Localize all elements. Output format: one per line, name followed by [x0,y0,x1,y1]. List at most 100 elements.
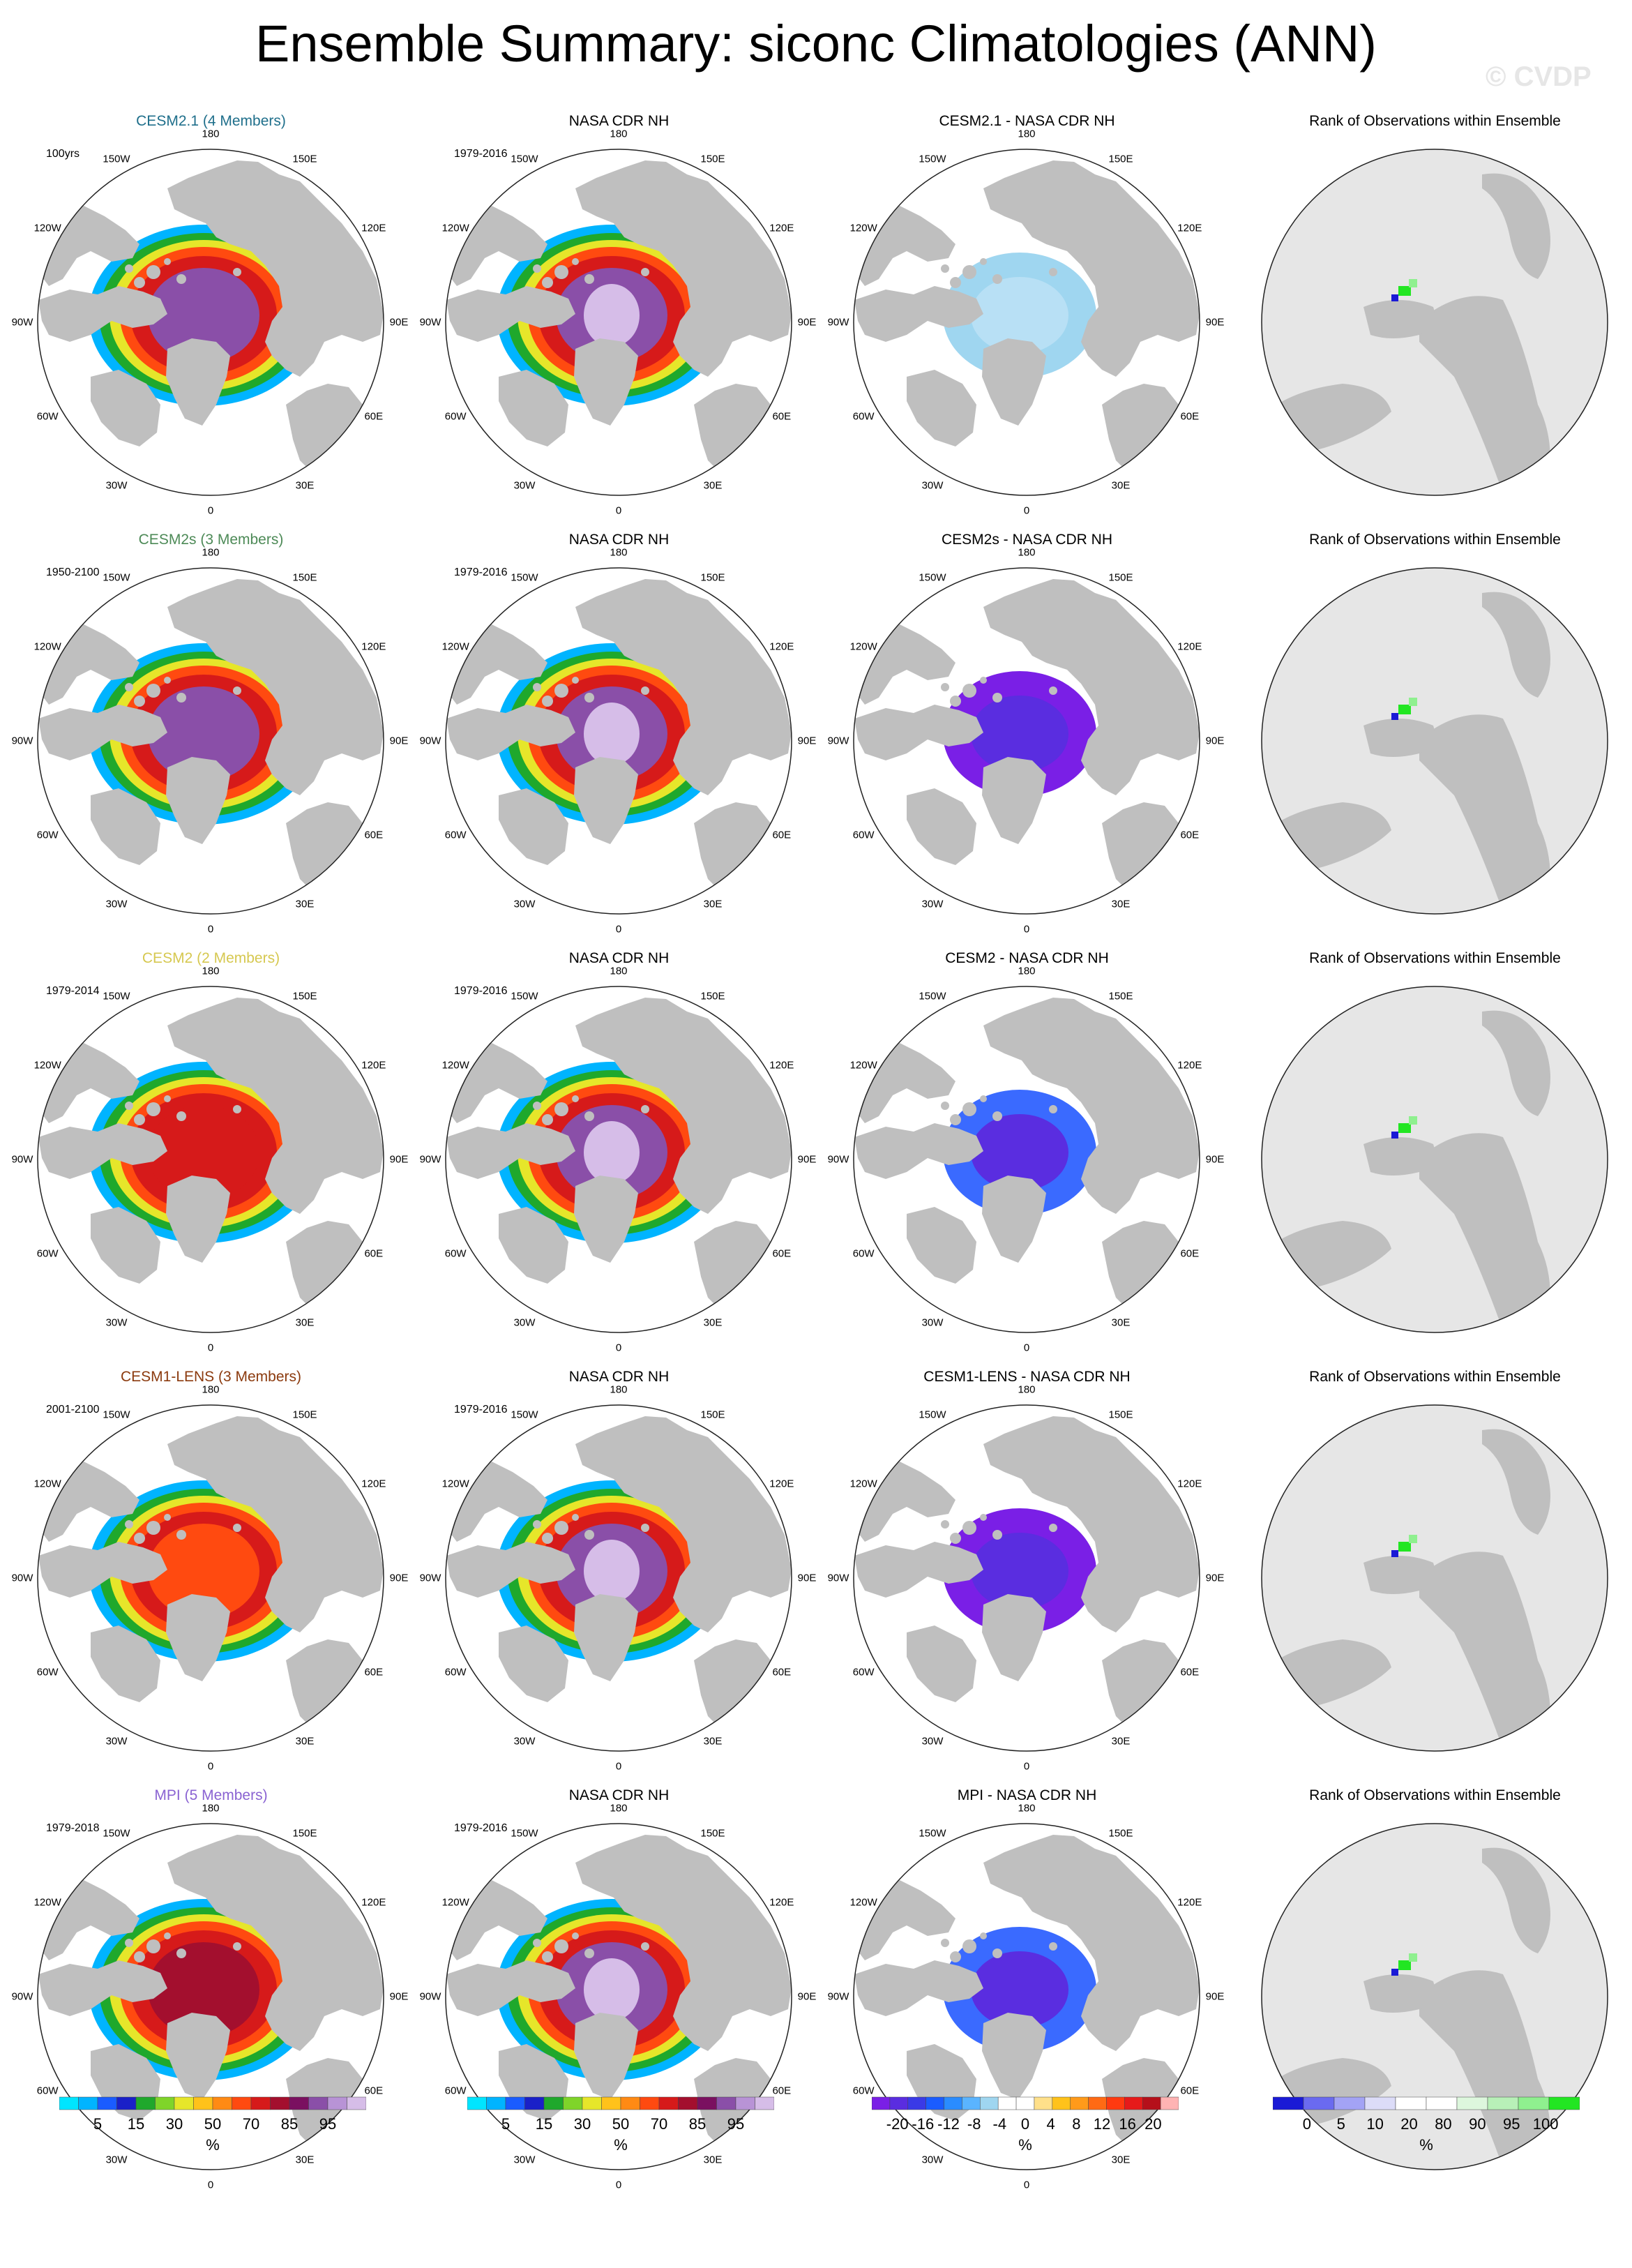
longitude-label: 150W [919,990,946,1002]
colorbar-swatch [980,2096,999,2110]
longitude-label: 120W [849,1478,877,1490]
longitude-label: 30E [295,1735,315,1748]
longitude-label: 30W [105,1735,128,1748]
longitude-label: 0 [615,2179,622,2191]
colorbar-swatches [59,2096,367,2110]
colorbar-tick-label: 0 [1302,2115,1311,2133]
land-mass [38,160,384,474]
polar-map [1261,986,1608,1333]
colorbar-swatch [193,2096,213,2110]
panel-title: Rank of Observations within Ensemble [1309,1369,1561,1385]
longitude-label: 150W [103,1409,130,1421]
longitude-label: 90E [797,1572,817,1584]
colorbar-tick-label: 5 [1336,2115,1345,2133]
longitude-label: 120W [849,222,877,234]
colorbar-swatch [871,2096,891,2110]
longitude-label: 120E [361,1896,386,1909]
land-mass [854,160,1200,474]
longitude-label: 60W [444,2085,467,2097]
longitude-label: 60W [852,2085,875,2097]
colorbar-swatch [1070,2096,1089,2110]
longitude-label: 90W [419,1153,441,1166]
longitude-label: 30E [1111,479,1131,492]
longitude-label: 0 [1023,1342,1030,1354]
longitude-label: 120W [441,222,469,234]
panel-title: Rank of Observations within Ensemble [1309,113,1561,129]
longitude-label: 0 [207,504,214,517]
longitude-label: 90E [1205,1153,1225,1166]
longitude-label: 60E [364,1666,384,1679]
longitude-label: 60E [1180,829,1200,841]
ice-contour-band [584,1958,640,2021]
sea-ice-field [89,643,319,825]
longitude-label: 30E [703,479,723,492]
colorbar-swatches [1272,2096,1580,2110]
longitude-label: 180 [1018,128,1036,140]
longitude-label: 30W [921,1316,944,1329]
colorbar-tick-label: -4 [992,2115,1007,2133]
longitude-label: 150W [103,571,130,584]
longitude-label: 120E [1177,222,1202,234]
longitude-label: 150E [292,1409,317,1421]
ice-contour-band [584,284,640,347]
polar-map [1261,567,1608,915]
longitude-label: 90W [419,1572,441,1584]
longitude-label: 30W [105,479,128,492]
rank-panel: Rank of Observations within Ensemble [1231,112,1632,530]
colorbar-tick-label: 20 [1144,2115,1162,2133]
colorbar-swatch [889,2096,909,2110]
longitude-label: 180 [202,1802,220,1815]
longitude-label: 90E [1205,1572,1225,1584]
colorbar-tick-label: 50 [204,2115,222,2133]
sea-ice-field [89,1480,319,1662]
colorbar-tick-label: 15 [127,2115,145,2133]
colorbar-swatch [505,2096,525,2110]
longitude-label: 120E [769,1896,794,1909]
colorbar-swatch [601,2096,621,2110]
longitude-label: 90E [797,735,817,747]
longitude-label: 90E [797,1990,817,2003]
colorbar-swatch [1548,2096,1580,2110]
longitude-label: 150W [919,571,946,584]
colorbar-swatch [620,2096,640,2110]
longitude-label: 120W [441,640,469,653]
ice-contour-band [971,1114,1068,1191]
longitude-label: 60E [1180,410,1200,423]
rank-panel: Rank of Observations within Ensemble [1231,949,1632,1367]
longitude-label: 60E [364,410,384,423]
longitude-label: 180 [202,128,220,140]
land-mass [1262,1847,1550,2170]
colorbar-swatch [1142,2096,1161,2110]
longitude-label: 90W [827,1990,849,2003]
longitude-label: 120E [769,1059,794,1072]
longitude-label: 150E [292,571,317,584]
map-boundary [853,1404,1200,1752]
map-boundary [37,986,384,1333]
model-panel: CESM2 (2 Members) 180 150E 120E 90E 60E 30E 0 30… [7,949,415,1367]
colorbar-swatch [1333,2096,1366,2110]
longitude-label: 150E [1108,990,1133,1002]
longitude-label: 90W [419,316,441,329]
longitude-label: 120W [33,1896,61,1909]
longitude-label: 150E [1108,1827,1133,1840]
panel-title: CESM2s - NASA CDR NH [941,532,1113,548]
colorbar-swatch [270,2096,290,2110]
colorbar-tick-label: 8 [1072,2115,1081,2133]
diff-panel: CESM1-LENS - NASA CDR NH 180 150E 120E 90E 60… [823,1367,1231,1786]
colorbar-swatch [755,2096,775,2110]
longitude-label: 0 [207,1760,214,1773]
land-mass [854,1416,1200,1730]
longitude-label: 30E [295,2154,315,2166]
colorbar-tick-label: 85 [688,2115,707,2133]
period-label: 1979-2016 [454,985,508,997]
longitude-label: 120E [1177,1059,1202,1072]
longitude-label: 30W [513,479,536,492]
longitude-label: 30W [921,898,944,910]
ice-contour-band [971,1533,1068,1609]
longitude-label: 90E [389,316,409,329]
longitude-label: 120W [441,1059,469,1072]
colorbar-swatch [97,2096,117,2110]
period-label: 1979-2016 [454,1404,508,1415]
longitude-label: 120W [33,1478,61,1490]
colorbar-swatch [962,2096,981,2110]
